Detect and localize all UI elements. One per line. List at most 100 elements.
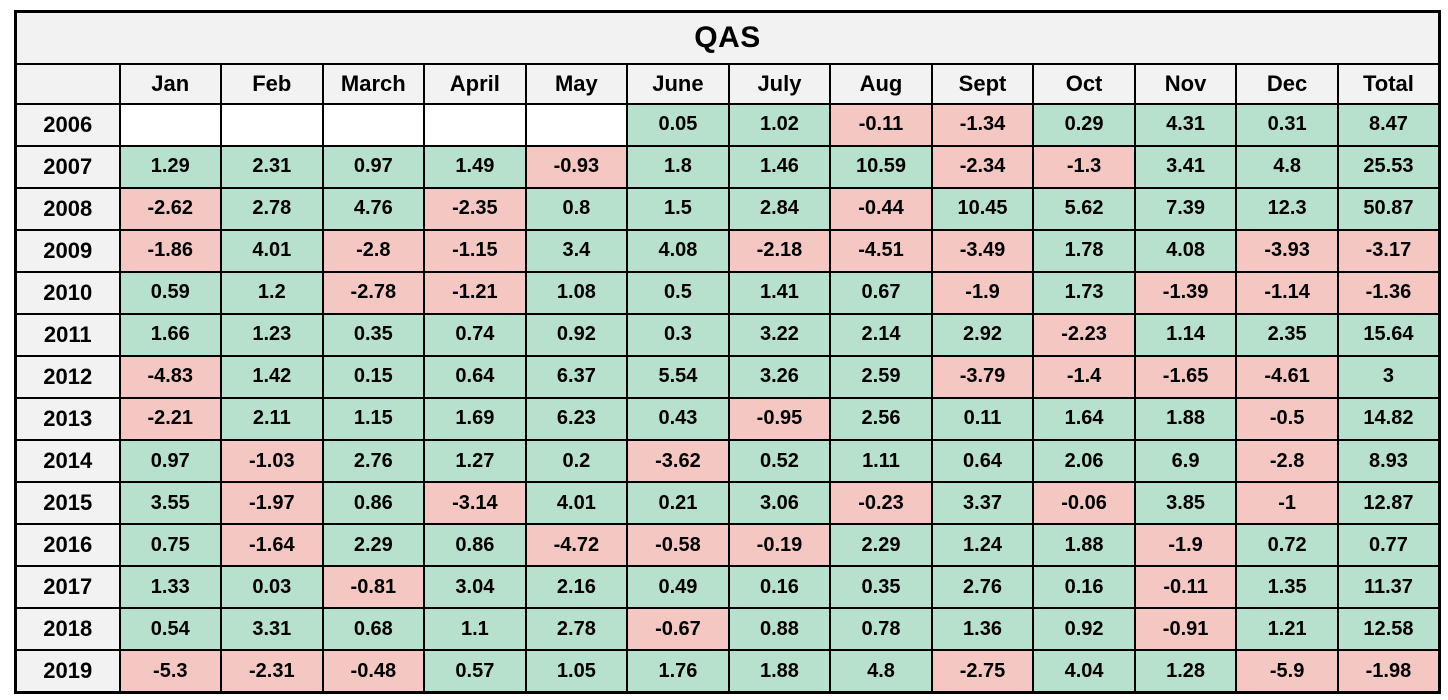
cell-2019-may: 1.05 xyxy=(524,649,629,694)
cell-2013-dec: -0.5 xyxy=(1235,396,1339,442)
cell-2007-total: 25.53 xyxy=(1336,144,1441,189)
year-row-2006: 2006 0.05 1.02 -0.11 -1.34 0.29 4.31 0.31 8.47 xyxy=(14,102,1441,147)
column-header-aug: Aug xyxy=(829,62,933,105)
cell-2013-aug: 2.56 xyxy=(829,396,933,442)
column-header-dec: Dec xyxy=(1235,62,1339,105)
monthly-returns-view: QAS Jan Feb March April May June July Aug Sept Oc… xyxy=(14,10,1441,694)
row-header-2017: 2017 xyxy=(14,565,121,610)
cell-2010-dec: -1.14 xyxy=(1235,270,1339,315)
cell-2016-dec: 0.72 xyxy=(1235,523,1339,568)
cell-2006-jan xyxy=(118,102,223,147)
cell-2018-total: 12.58 xyxy=(1336,607,1441,652)
cell-2007-june: 1.8 xyxy=(626,144,730,189)
row-header-2014: 2014 xyxy=(14,438,121,484)
cell-2009-april: -1.15 xyxy=(423,228,527,273)
cell-2010-feb: 1.2 xyxy=(220,270,324,315)
cell-2014-oct: 2.06 xyxy=(1032,438,1136,484)
cell-2010-may: 1.08 xyxy=(524,270,629,315)
cell-2015-april: -3.14 xyxy=(423,481,527,526)
cell-2007-jan: 1.29 xyxy=(118,144,223,189)
cell-2018-april: 1.1 xyxy=(423,607,527,652)
cell-2014-jan: 0.97 xyxy=(118,438,223,484)
cell-2010-june: 0.5 xyxy=(626,270,730,315)
cell-2010-aug: 0.67 xyxy=(829,270,933,315)
cell-2011-jan: 1.66 xyxy=(118,312,223,357)
row-header-2019: 2019 xyxy=(14,649,121,694)
cell-2012-aug: 2.59 xyxy=(829,354,933,399)
cell-2010-sept: -1.9 xyxy=(930,270,1035,315)
cell-2009-july: -2.18 xyxy=(727,228,832,273)
cell-2014-may: 0.2 xyxy=(524,438,629,484)
year-row-2011: 2011 1.66 1.23 0.35 0.74 0.92 0.3 3.22 2.14 2.92-… xyxy=(14,312,1441,357)
cell-2016-jan: 0.75 xyxy=(118,523,223,568)
cell-2019-nov: 1.28 xyxy=(1133,649,1238,694)
column-header-june: June xyxy=(626,62,730,105)
cell-2011-oct: -2.23 xyxy=(1032,312,1136,357)
table-title: QAS xyxy=(14,10,1441,65)
cell-2008-dec: 12.3 xyxy=(1235,186,1339,231)
year-row-2019: 2019 -5.3 -2.31 -0.48 0.57 1.05 1.76 1.88 4.8 -2.… xyxy=(14,649,1441,694)
cell-2013-july: -0.95 xyxy=(727,396,832,442)
cell-2013-april: 1.69 xyxy=(423,396,527,442)
cell-2015-june: 0.21 xyxy=(626,481,730,526)
corner-cell xyxy=(14,62,121,105)
cell-2012-may: 6.37 xyxy=(524,354,629,399)
cell-2014-aug: 1.11 xyxy=(829,438,933,484)
cell-2009-june: 4.08 xyxy=(626,228,730,273)
cell-2014-april: 1.27 xyxy=(423,438,527,484)
cell-2008-feb: 2.78 xyxy=(220,186,324,231)
cell-2017-nov: -0.11 xyxy=(1133,565,1238,610)
cell-2012-july: 3.26 xyxy=(727,354,832,399)
cell-2015-oct: -0.06 xyxy=(1032,481,1136,526)
cell-2018-may: 2.78 xyxy=(524,607,629,652)
cell-2015-nov: 3.85 xyxy=(1133,481,1238,526)
year-row-2018: 2018 0.54 3.31 0.68 1.1 2.78 -0.67 0.88 0.78 1.36… xyxy=(14,607,1441,652)
cell-2017-jan: 1.33 xyxy=(118,565,223,610)
cell-2009-sept: -3.49 xyxy=(930,228,1035,273)
cell-2014-total: 8.93 xyxy=(1336,438,1441,484)
cell-2017-feb: 0.03 xyxy=(220,565,324,610)
cell-2006-aug: -0.11 xyxy=(829,102,933,147)
cell-2013-feb: 2.11 xyxy=(220,396,324,442)
cell-2016-total: 0.77 xyxy=(1336,523,1441,568)
cell-2014-june: -3.62 xyxy=(626,438,730,484)
title-row: QAS xyxy=(14,10,1441,65)
cell-2016-nov: -1.9 xyxy=(1133,523,1238,568)
cell-2010-total: -1.36 xyxy=(1336,270,1441,315)
cell-2008-aug: -0.44 xyxy=(829,186,933,231)
cell-2013-june: 0.43 xyxy=(626,396,730,442)
cell-2015-july: 3.06 xyxy=(727,481,832,526)
year-row-2015: 2015 3.55 -1.97 0.86 -3.14 4.01 0.21 3.06 -0.23 3… xyxy=(14,481,1441,526)
cell-2010-jan: 0.59 xyxy=(118,270,223,315)
cell-2017-dec: 1.35 xyxy=(1235,565,1339,610)
year-row-2007: 2007 1.29 2.31 0.97 1.49 -0.93 1.8 1.46 10.59 -2.… xyxy=(14,144,1441,189)
year-row-2013: 2013 -2.21 2.11 1.15 1.69 6.23 0.43 -0.95 2.56 0.… xyxy=(14,396,1441,442)
column-header-total: Total xyxy=(1336,62,1441,105)
cell-2006-oct: 0.29 xyxy=(1032,102,1136,147)
row-header-2010: 2010 xyxy=(14,270,121,315)
cell-2009-march: -2.8 xyxy=(321,228,426,273)
column-header-feb: Feb xyxy=(220,62,324,105)
cell-2019-june: 1.76 xyxy=(626,649,730,694)
cell-2006-nov: 4.31 xyxy=(1133,102,1238,147)
row-header-2009: 2009 xyxy=(14,228,121,273)
cell-2011-may: 0.92 xyxy=(524,312,629,357)
row-header-2018: 2018 xyxy=(14,607,121,652)
cell-2015-sept: 3.37 xyxy=(930,481,1035,526)
cell-2012-dec: -4.61 xyxy=(1235,354,1339,399)
column-header-march: March xyxy=(321,62,426,105)
cell-2018-feb: 3.31 xyxy=(220,607,324,652)
cell-2007-march: 0.97 xyxy=(321,144,426,189)
cell-2017-oct: 0.16 xyxy=(1032,565,1136,610)
cell-2009-nov: 4.08 xyxy=(1133,228,1238,273)
column-header-nov: Nov xyxy=(1133,62,1238,105)
cell-2011-aug: 2.14 xyxy=(829,312,933,357)
row-header-2016: 2016 xyxy=(14,523,121,568)
cell-2008-april: -2.35 xyxy=(423,186,527,231)
year-row-2009: 2009 -1.86 4.01 -2.8 -1.15 3.4 4.08 -2.18 -4.51-… xyxy=(14,228,1441,273)
cell-2006-dec: 0.31 xyxy=(1235,102,1339,147)
cell-2011-nov: 1.14 xyxy=(1133,312,1238,357)
cell-2007-sept: -2.34 xyxy=(930,144,1035,189)
cell-2016-may: -4.72 xyxy=(524,523,629,568)
cell-2008-oct: 5.62 xyxy=(1032,186,1136,231)
